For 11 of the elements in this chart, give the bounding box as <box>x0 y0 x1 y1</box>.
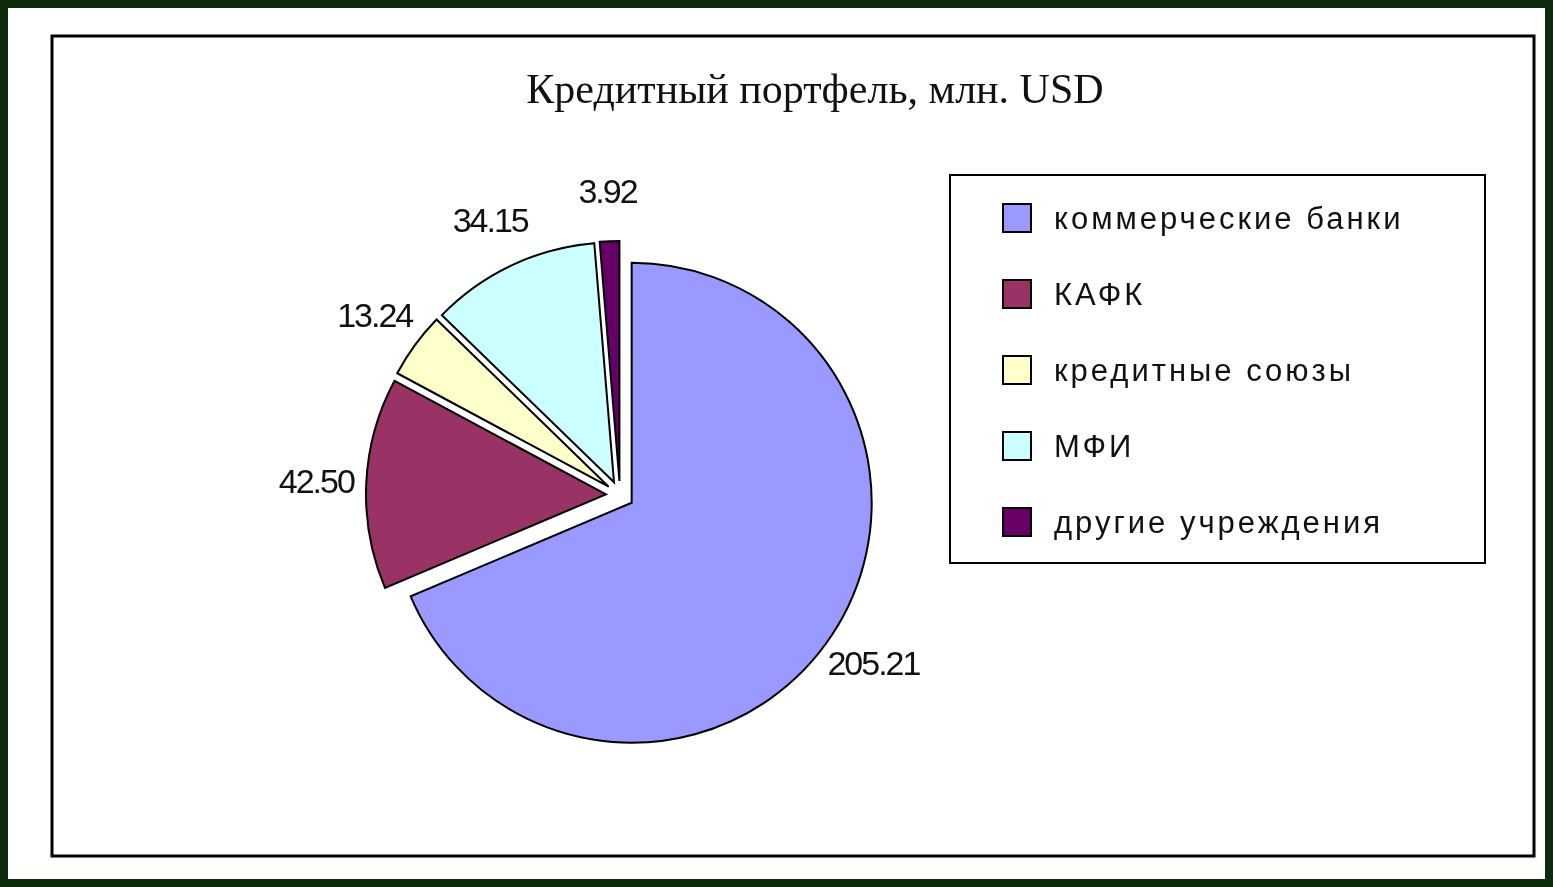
data-label: 34.15 <box>452 201 529 240</box>
data-label: 3.92 <box>578 172 638 211</box>
data-label: 205.21 <box>827 643 921 682</box>
chart-title: Кредитный портфель, млн. USD <box>526 66 1104 112</box>
legend-label: коммерческие банки <box>1054 201 1404 236</box>
legend-label: кредитные союзы <box>1054 353 1355 388</box>
legend-label: КАФК <box>1054 277 1146 312</box>
legend-label: другие учреждения <box>1054 505 1384 540</box>
data-label: 13.24 <box>337 296 414 335</box>
data-label: 42.50 <box>278 461 355 500</box>
legend-label: МФИ <box>1054 429 1135 464</box>
